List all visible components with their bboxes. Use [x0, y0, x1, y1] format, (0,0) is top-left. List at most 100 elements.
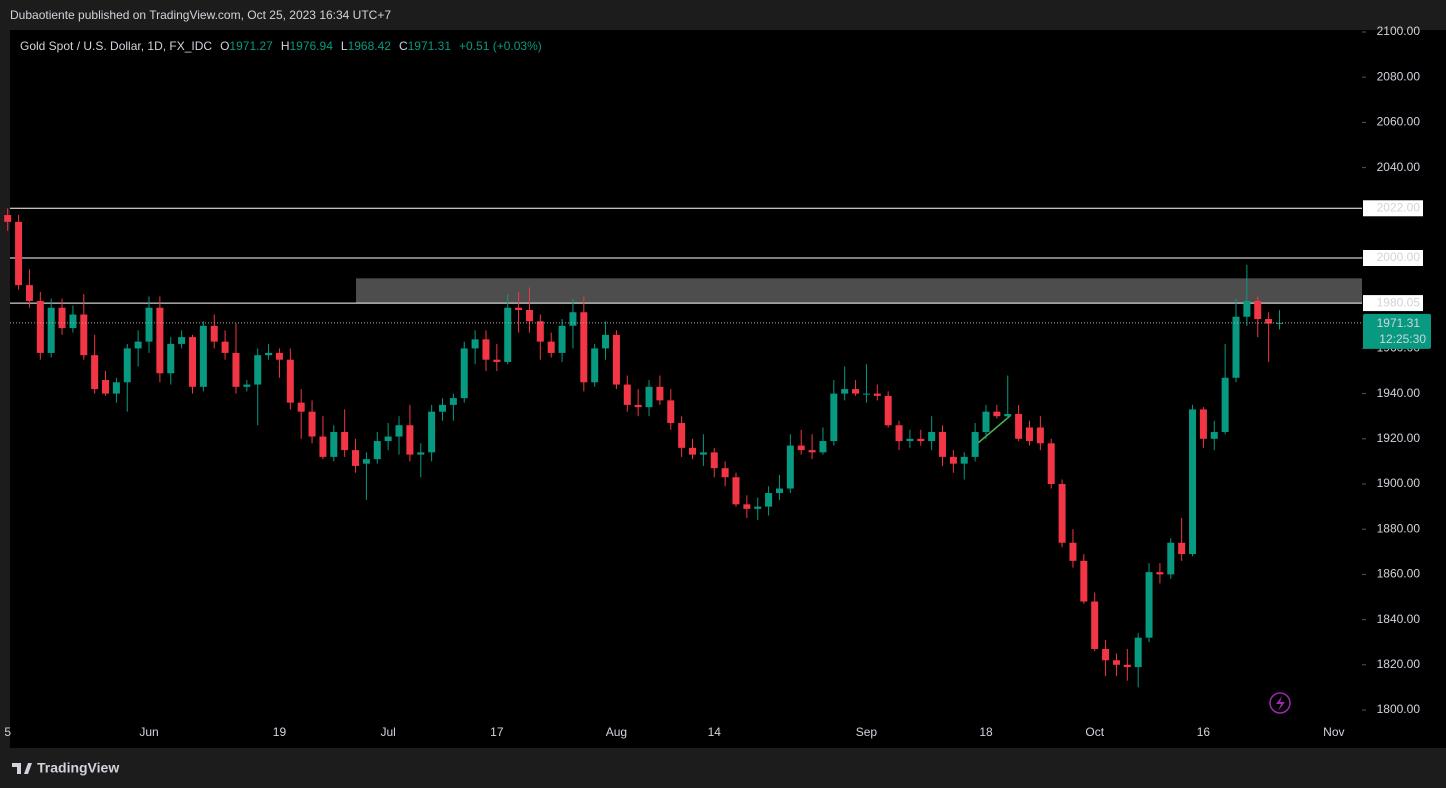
candle-body	[395, 425, 403, 437]
candle-body	[1243, 300, 1251, 317]
x-tick-label: 14	[708, 725, 722, 739]
candle-body	[982, 411, 990, 433]
x-tick-label: 5	[4, 725, 11, 739]
zone	[356, 278, 1362, 304]
candle-body	[1015, 413, 1023, 439]
candle-body	[678, 422, 686, 448]
candle-body	[754, 506, 762, 509]
candle-body	[862, 393, 870, 395]
candle-body	[1145, 572, 1153, 638]
candle-body	[210, 325, 218, 342]
x-tick-label: 16	[1197, 725, 1211, 739]
candle-body	[1091, 601, 1099, 649]
candle-body	[112, 382, 120, 394]
prefix: C	[399, 39, 408, 53]
candle-body	[439, 404, 446, 412]
y-tick-label: 1900.00	[1377, 476, 1421, 490]
candle-body	[689, 447, 697, 455]
candle-body	[1025, 427, 1033, 442]
prefix: H	[281, 39, 290, 53]
candle-body	[602, 334, 610, 349]
candle-body	[852, 389, 860, 394]
prefix: L	[341, 39, 348, 53]
candle-body	[971, 432, 979, 457]
candle-body	[569, 312, 577, 326]
publisher: Dubaotiente published on TradingView.com…	[10, 8, 391, 22]
candle-body	[341, 432, 349, 451]
y-tick-label: 2060.00	[1377, 115, 1421, 129]
last-price-box	[1363, 313, 1431, 349]
candle-body	[406, 425, 414, 455]
candle-body	[199, 325, 207, 387]
candle-body	[775, 488, 783, 494]
candle-body	[612, 334, 620, 385]
candle-body	[1221, 377, 1229, 433]
candle-body	[515, 307, 523, 310]
y-tick-label: 1920.00	[1377, 431, 1421, 445]
candle-body	[362, 459, 370, 464]
candle-body	[591, 348, 599, 383]
alert-icon[interactable]	[1269, 692, 1291, 714]
candle-body	[25, 285, 33, 301]
candle-body	[254, 355, 262, 385]
y-tick-label: 2080.00	[1377, 69, 1421, 83]
candle-body	[634, 404, 642, 408]
level-label: 1980.05	[1377, 295, 1421, 309]
candle-body	[786, 445, 794, 489]
candle-body	[80, 314, 88, 356]
candle-body	[710, 452, 718, 469]
y-tick-label: 1860.00	[1377, 567, 1421, 581]
candle-body	[558, 325, 566, 353]
candle-body	[156, 307, 164, 374]
candle-body	[1156, 572, 1164, 575]
candle-body	[352, 450, 360, 466]
last-price-label: 1971.31	[1377, 316, 1421, 330]
candle-body	[145, 307, 153, 342]
candle-body	[1254, 300, 1262, 320]
candle-body	[743, 504, 751, 509]
candle-body	[1210, 432, 1218, 439]
candle-body	[580, 312, 588, 383]
candle-body	[1167, 542, 1175, 575]
symbol: Gold Spot / U.S. Dollar, 1D, FX_IDC	[20, 39, 212, 53]
candle-body	[47, 307, 55, 353]
y-tick-label: 1940.00	[1377, 386, 1421, 400]
x-tick-label: 17	[490, 725, 504, 739]
y-tick-label: 2040.00	[1377, 160, 1421, 174]
candle-body	[1134, 637, 1142, 668]
candle-body	[91, 355, 99, 390]
y-tick-label: 1800.00	[1377, 702, 1421, 716]
candle-body	[232, 352, 240, 387]
candle-body	[417, 452, 425, 455]
candle-body	[721, 468, 729, 478]
candle-body	[221, 341, 229, 353]
candle-body	[1080, 560, 1088, 602]
candle-body	[460, 348, 468, 399]
candle-body	[69, 314, 77, 329]
candle-body	[1069, 542, 1077, 561]
candle-body	[134, 341, 142, 349]
candle-body	[308, 411, 316, 437]
level-label-box	[1363, 200, 1423, 217]
y-tick-label: 2100.00	[1377, 24, 1421, 38]
candle-body	[645, 386, 653, 408]
x-tick-label: Jul	[380, 725, 395, 739]
y-tick-label: 1840.00	[1377, 612, 1421, 626]
candle-body	[1058, 484, 1066, 543]
level-label-box	[1363, 250, 1423, 266]
candle-body	[1102, 648, 1110, 661]
candle-body	[243, 384, 251, 387]
candle-body	[1004, 413, 1012, 417]
candle-body	[178, 337, 186, 344]
candle-body	[102, 380, 110, 394]
candle-body	[428, 411, 436, 453]
candle-body	[275, 352, 283, 360]
candle-body	[765, 493, 773, 507]
open-value: 1971.27	[229, 39, 273, 53]
x-tick-label: 18	[979, 725, 993, 739]
high-value: 1976.94	[289, 39, 333, 53]
candle-body	[36, 300, 44, 353]
level-label-box	[1363, 295, 1423, 312]
candle-body	[297, 402, 305, 412]
candle-body	[797, 445, 805, 451]
